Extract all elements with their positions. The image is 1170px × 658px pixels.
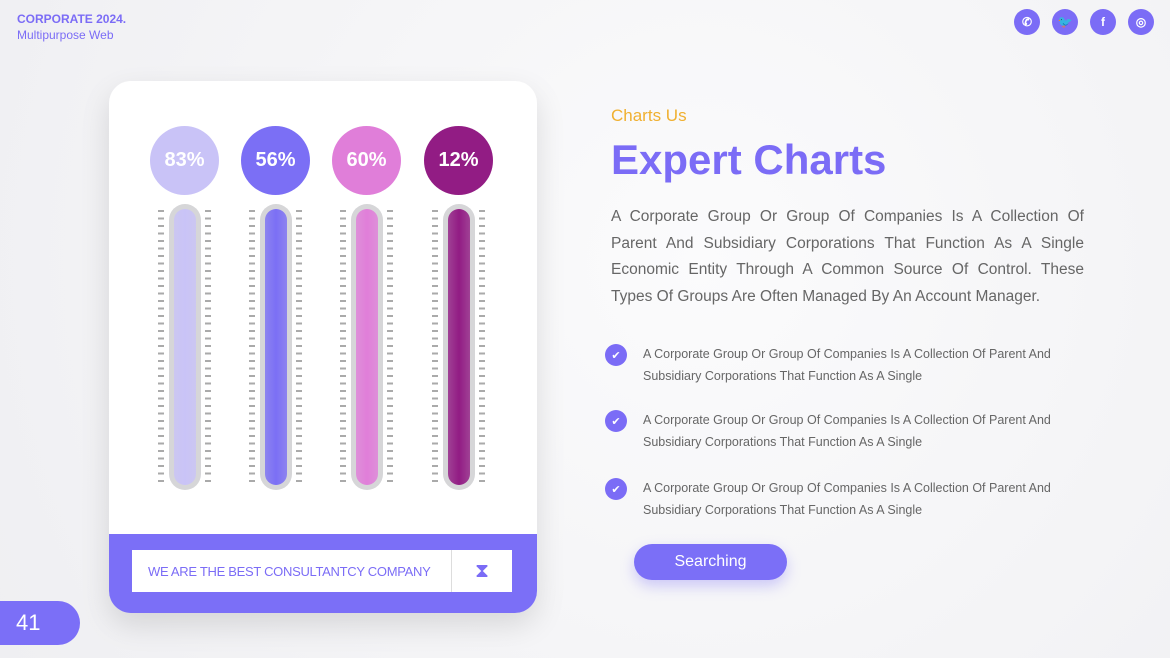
footer-bar: WE ARE THE BEST CONSULTANTCY COMPANY ⧗ [132,550,512,592]
gauge-tube [351,204,383,490]
gauge-fill [448,209,470,485]
gauge-label: 56% [241,126,310,195]
list-item-text: A Corporate Group Or Group Of Companies … [643,481,1051,517]
gauge-ticks-right [387,210,393,485]
searching-button[interactable]: Searching [634,544,787,580]
gauge-fill [265,209,287,485]
chart-card: 83% 56% 60% 12% WE ARE THE BEST CONSULTA… [109,81,537,613]
brand-title: CORPORATE 2024. [17,12,127,26]
twitter-icon[interactable]: 🐦 [1052,9,1078,35]
whatsapp-icon[interactable]: ✆ [1014,9,1040,35]
gauge-ticks-left [158,210,164,485]
check-icon: ✔ [605,478,627,500]
brand-subtitle: Multipurpose Web [17,28,114,42]
hourglass-icon[interactable]: ⧗ [451,550,512,592]
instagram-icon[interactable]: ◎ [1128,9,1154,35]
list-item-text: A Corporate Group Or Group Of Companies … [643,347,1051,383]
check-icon: ✔ [605,410,627,432]
gauge-ticks-right [479,210,485,485]
gauge-tube [443,204,475,490]
gauge-fill [356,209,378,485]
gauge-label: 12% [424,126,493,195]
gauge-label: 83% [150,126,219,195]
gauge: 60% [332,126,402,490]
section-subtitle: Charts Us [611,106,687,125]
page-number: 41 [0,601,80,645]
gauge-ticks-left [432,210,438,485]
section-description: A Corporate Group Or Group Of Companies … [611,208,1084,305]
list-item-text: A Corporate Group Or Group Of Companies … [643,413,1051,449]
gauge-ticks-left [249,210,255,485]
gauge-ticks-right [205,210,211,485]
list-item: ✔ A Corporate Group Or Group Of Companies… [605,409,1053,453]
gauge-label: 60% [332,126,401,195]
brand: CORPORATE 2024. Multipurpose Web [17,12,126,42]
gauge: 83% [150,126,220,490]
gauge-ticks-left [340,210,346,485]
gauge-ticks-right [296,210,302,485]
content: Charts Us Expert Charts A Corporate Grou… [611,106,1084,310]
gauge: 56% [241,126,311,490]
footer-text: WE ARE THE BEST CONSULTANTCY COMPANY [148,563,431,579]
section-title: Expert Charts [611,136,887,183]
gauge-fill [174,209,196,485]
gauge-tube [260,204,292,490]
card-footer: WE ARE THE BEST CONSULTANTCY COMPANY ⧗ [109,534,537,613]
social-links: ✆ 🐦 f ◎ [1014,9,1154,35]
check-icon: ✔ [605,344,627,366]
facebook-icon[interactable]: f [1090,9,1116,35]
list-item: ✔ A Corporate Group Or Group Of Companies… [605,343,1053,387]
gauge-tube [169,204,201,490]
list-item: ✔ A Corporate Group Or Group Of Companies… [605,477,1053,521]
gauge: 12% [424,126,494,490]
